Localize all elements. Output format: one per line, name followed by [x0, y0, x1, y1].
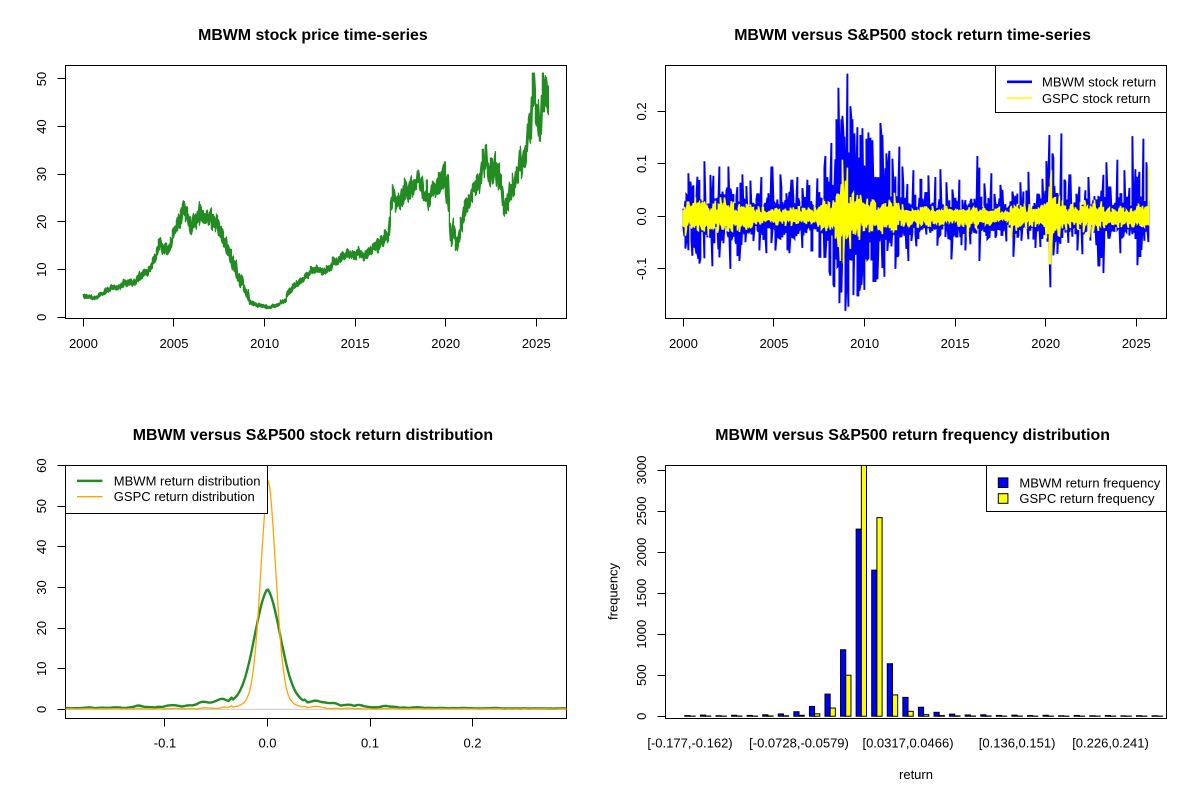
- svg-text:2005: 2005: [160, 336, 189, 351]
- svg-text:-0.1: -0.1: [634, 258, 649, 280]
- svg-text:MBWM versus S&P500 return freq: MBWM versus S&P500 return frequency dist…: [715, 427, 1110, 444]
- svg-text:-0.1: -0.1: [154, 735, 176, 750]
- svg-text:0.0: 0.0: [258, 735, 276, 750]
- svg-text:MBWM stock return: MBWM stock return: [1042, 75, 1156, 90]
- svg-text:0.1: 0.1: [634, 155, 649, 173]
- svg-text:2025: 2025: [522, 336, 551, 351]
- svg-text:40: 40: [34, 119, 49, 133]
- svg-text:2500: 2500: [634, 497, 649, 526]
- svg-text:0: 0: [34, 314, 49, 321]
- svg-text:2000: 2000: [69, 336, 98, 351]
- svg-text:GSPC return distribution: GSPC return distribution: [114, 489, 255, 504]
- svg-text:0.2: 0.2: [634, 102, 649, 120]
- svg-text:2020: 2020: [431, 336, 460, 351]
- svg-text:30: 30: [34, 580, 49, 594]
- svg-text:[0.0317,0.0466): [0.0317,0.0466): [862, 735, 953, 750]
- svg-text:20: 20: [34, 621, 49, 635]
- svg-text:10: 10: [34, 262, 49, 276]
- svg-text:2015: 2015: [341, 336, 370, 351]
- svg-text:0: 0: [34, 706, 49, 713]
- svg-text:MBWM return distribution: MBWM return distribution: [114, 473, 261, 488]
- svg-text:2005: 2005: [760, 336, 789, 351]
- svg-text:0.1: 0.1: [361, 735, 379, 750]
- svg-text:MBWM versus S&P500 stock retur: MBWM versus S&P500 stock return distribu…: [133, 427, 493, 444]
- svg-text:MBWM return frequency: MBWM return frequency: [1019, 476, 1160, 491]
- svg-text:60: 60: [34, 458, 49, 472]
- svg-text:GSPC stock return: GSPC stock return: [1042, 91, 1150, 106]
- svg-text:3000: 3000: [634, 456, 649, 485]
- svg-text:1500: 1500: [634, 579, 649, 608]
- svg-text:1000: 1000: [634, 620, 649, 649]
- svg-text:10: 10: [34, 662, 49, 676]
- svg-text:50: 50: [34, 499, 49, 513]
- svg-text:MBWM stock price time-series: MBWM stock price time-series: [198, 27, 428, 44]
- svg-text:20: 20: [34, 215, 49, 229]
- svg-text:50: 50: [34, 72, 49, 86]
- svg-text:return: return: [899, 767, 933, 782]
- svg-text:[0.226,0.241): [0.226,0.241): [1072, 735, 1149, 750]
- svg-text:MBWM versus S&P500 stock retur: MBWM versus S&P500 stock return time-ser…: [734, 27, 1091, 44]
- svg-text:[-0.0728,-0.0579): [-0.0728,-0.0579): [749, 735, 849, 750]
- svg-text:0.0: 0.0: [634, 207, 649, 225]
- svg-text:0.2: 0.2: [463, 735, 481, 750]
- svg-text:2010: 2010: [850, 336, 879, 351]
- svg-text:2015: 2015: [941, 336, 970, 351]
- svg-text:30: 30: [34, 167, 49, 181]
- svg-text:0: 0: [634, 713, 649, 720]
- svg-text:[0.136,0.151): [0.136,0.151): [979, 735, 1056, 750]
- svg-text:2000: 2000: [669, 336, 698, 351]
- svg-text:frequency: frequency: [606, 562, 621, 620]
- svg-text:[-0.177,-0.162): [-0.177,-0.162): [647, 735, 732, 750]
- svg-text:40: 40: [34, 540, 49, 554]
- svg-text:500: 500: [634, 664, 649, 686]
- svg-text:2000: 2000: [634, 538, 649, 567]
- svg-text:GSPC return frequency: GSPC return frequency: [1019, 491, 1155, 506]
- svg-text:2025: 2025: [1122, 336, 1151, 351]
- svg-text:2010: 2010: [250, 336, 279, 351]
- svg-text:2020: 2020: [1031, 336, 1060, 351]
